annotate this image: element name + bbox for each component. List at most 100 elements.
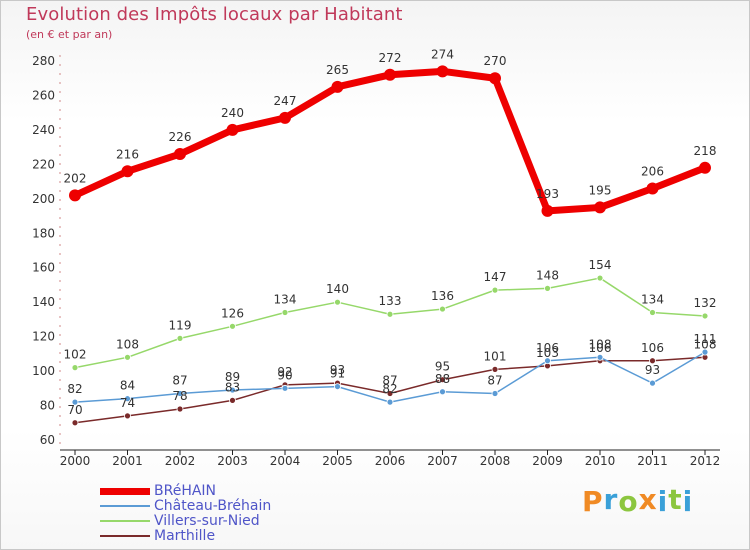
data-point: [121, 165, 134, 178]
data-point: [491, 365, 499, 373]
data-point: [124, 412, 131, 420]
data-label: 101: [484, 349, 507, 363]
data-label: 216: [116, 147, 139, 161]
data-point: [69, 189, 81, 202]
data-label: 108: [694, 337, 717, 351]
x-tick-label: 2011: [637, 454, 668, 468]
y-tick-label: 60: [40, 433, 55, 447]
legend-label: Villers-sur-Nied: [154, 513, 260, 529]
data-point: [439, 388, 446, 396]
data-point: [646, 182, 659, 195]
data-label: 247: [274, 94, 297, 108]
data-label: 84: [120, 379, 135, 393]
data-label: 70: [67, 403, 82, 417]
data-point: [541, 204, 554, 217]
y-tick-label: 120: [32, 330, 55, 344]
data-point: [594, 201, 606, 214]
data-label: 133: [379, 294, 402, 308]
x-tick-label: 2004: [270, 454, 301, 468]
x-tick-label: 2000: [60, 454, 91, 468]
data-label: 272: [379, 51, 402, 65]
data-label: 102: [64, 348, 87, 362]
logo-letter: r: [603, 483, 619, 516]
data-label: 93: [330, 363, 345, 377]
legend-swatch: [100, 488, 150, 495]
data-point: [649, 309, 656, 316]
data-label: 111: [694, 332, 717, 346]
logo-letter: o: [618, 485, 639, 518]
data-point: [281, 309, 289, 316]
data-point: [281, 384, 289, 392]
data-point: [491, 286, 499, 294]
data-point: [176, 334, 184, 342]
data-label: 193: [536, 187, 559, 201]
data-point: [384, 68, 396, 81]
data-point: [386, 398, 394, 406]
logo-letter: i: [682, 485, 694, 518]
data-point: [439, 305, 446, 313]
data-label: 154: [589, 258, 612, 272]
y-tick-label: 220: [32, 157, 55, 171]
data-point: [491, 390, 499, 397]
data-label: 108: [116, 337, 139, 351]
logo-letter: i: [657, 485, 669, 518]
y-tick-label: 80: [40, 399, 55, 413]
data-point: [699, 161, 711, 174]
y-tick-label: 180: [32, 226, 55, 240]
data-label: 74: [120, 396, 135, 410]
y-tick-label: 280: [32, 54, 55, 68]
data-label: 108: [589, 337, 612, 351]
logo-letter: P: [582, 485, 604, 518]
data-label: 270: [484, 54, 507, 68]
data-point: [174, 148, 186, 161]
data-point: [489, 72, 501, 85]
legend-label: Marthille: [154, 528, 216, 544]
legend-swatch: [100, 520, 150, 522]
data-label: 82: [67, 382, 82, 396]
proxiti-logo: Proxiti: [582, 483, 694, 518]
data-label: 92: [277, 365, 292, 379]
data-label: 240: [221, 106, 244, 120]
data-point: [176, 390, 184, 397]
data-point: [279, 111, 291, 124]
x-tick-label: 2001: [112, 454, 143, 468]
data-point: [176, 405, 184, 413]
data-point: [596, 274, 604, 282]
data-point: [71, 364, 79, 372]
y-tick-label: 100: [32, 364, 55, 378]
data-label: 206: [641, 164, 664, 178]
logo-letter: x: [638, 483, 658, 516]
data-label: 195: [589, 183, 612, 197]
data-point: [544, 284, 551, 292]
x-tick-label: 2003: [217, 454, 248, 468]
x-tick-label: 2009: [532, 454, 563, 468]
y-tick-label: 240: [32, 123, 55, 137]
data-label: 83: [225, 380, 240, 394]
data-label: 95: [435, 360, 450, 374]
data-point: [71, 398, 79, 406]
legend-label: BRéHAIN: [154, 483, 217, 499]
chart-axes: 60 80 100 120 140 160 180 200 220 240 260 280 2000 20…: [32, 54, 720, 468]
data-point: [229, 322, 236, 330]
data-point: [386, 390, 394, 397]
data-label: 226: [169, 130, 192, 144]
data-label: 126: [221, 306, 244, 320]
data-point: [649, 357, 656, 365]
data-point: [386, 310, 394, 318]
x-tick-label: 2010: [585, 454, 616, 468]
data-label: 106: [536, 341, 559, 355]
data-point: [596, 353, 604, 361]
data-point: [544, 357, 551, 365]
data-point: [649, 379, 656, 387]
legend-label: Château-Bréhain: [154, 498, 272, 514]
x-tick-label: 2012: [690, 454, 721, 468]
data-point: [124, 395, 131, 403]
data-point: [331, 80, 344, 93]
legend-swatch: [100, 505, 150, 507]
data-point: [701, 312, 709, 320]
data-point: [229, 386, 236, 394]
data-label: 103: [536, 346, 559, 360]
data-label: 106: [641, 341, 664, 355]
